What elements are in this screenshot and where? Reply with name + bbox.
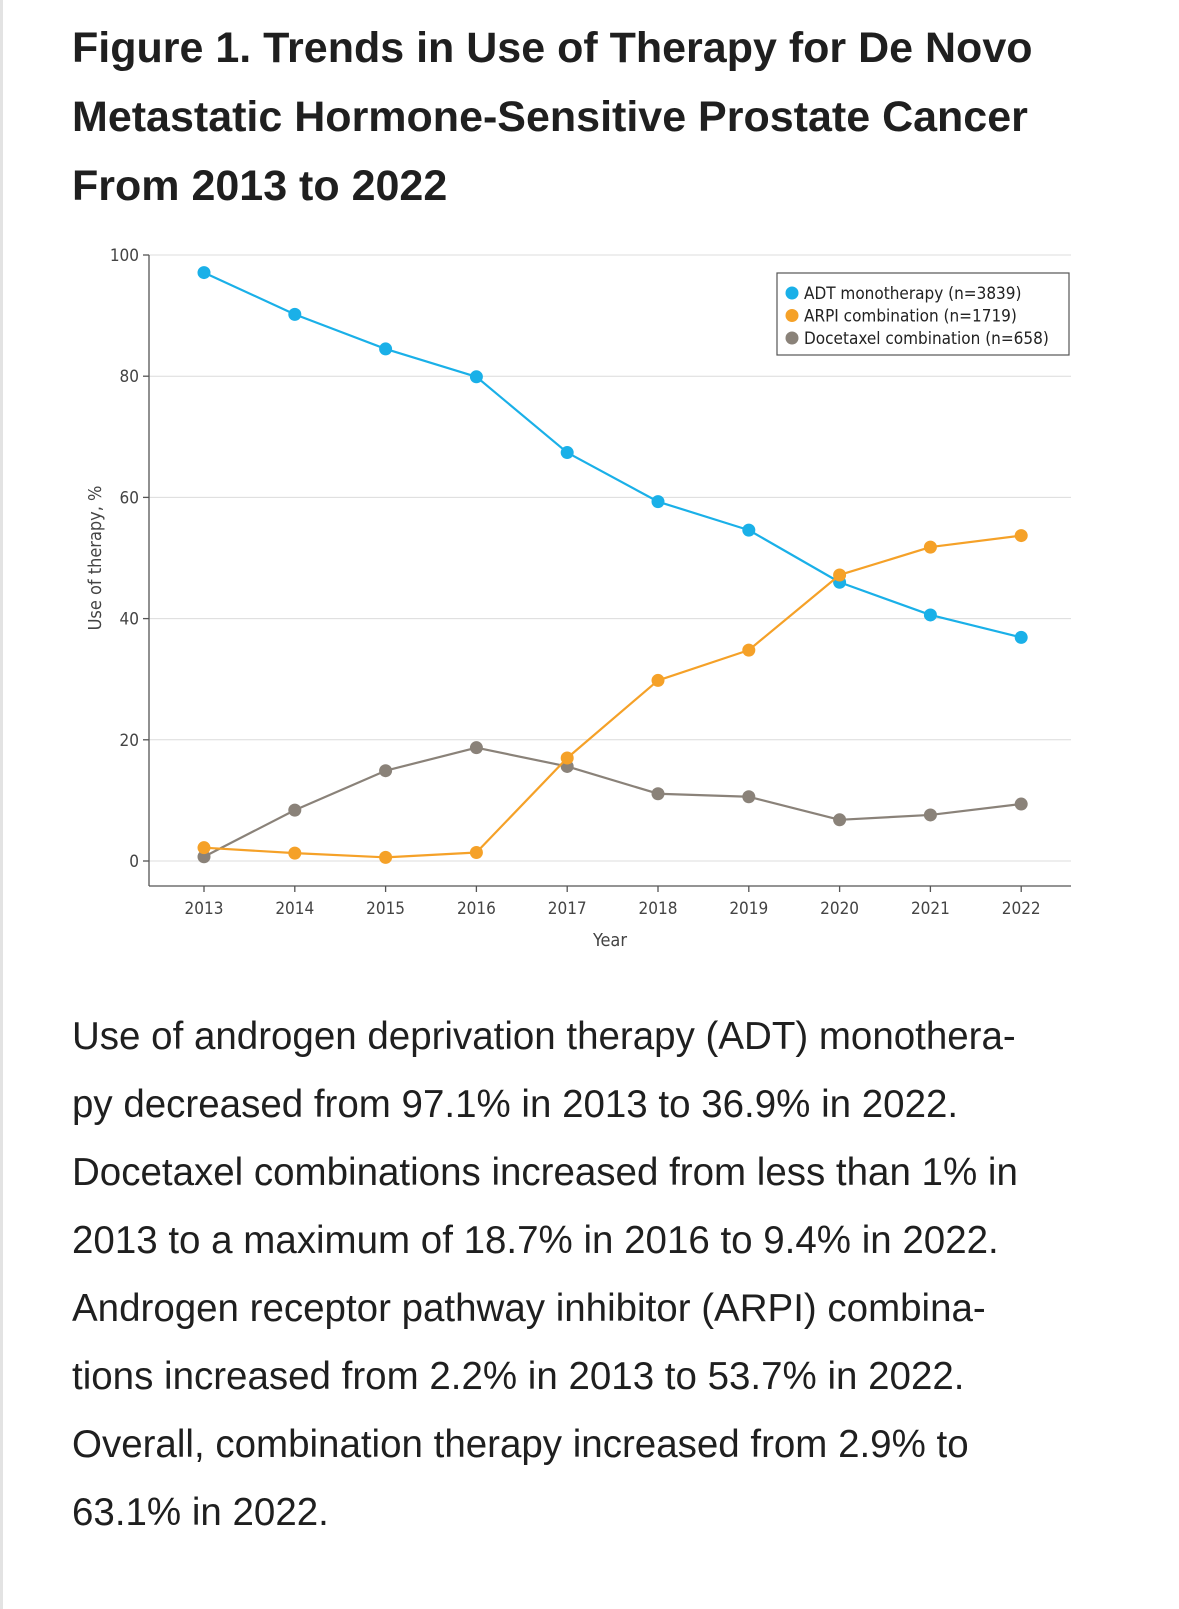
data-point (469, 370, 483, 384)
data-point (560, 751, 574, 765)
x-tick-label: 2020 (820, 899, 859, 919)
series-line (203, 746, 1022, 858)
series-1 (197, 529, 1028, 864)
caption-line: Docetaxel combinations increased from le… (72, 1151, 1018, 1194)
legend-swatch (785, 286, 799, 300)
data-point (923, 808, 937, 822)
data-point (469, 846, 483, 860)
y-tick-label: 40 (120, 610, 139, 630)
data-point (288, 307, 302, 321)
data-point (742, 643, 756, 657)
caption-line: Use of androgen deprivation therapy (ADT… (72, 1015, 1016, 1058)
data-point (379, 850, 393, 864)
caption-line: py decreased from 97.1% in 2013 to 36.9%… (72, 1083, 959, 1126)
data-point (1014, 630, 1028, 644)
data-point (923, 608, 937, 622)
x-tick-label: 2015 (366, 899, 405, 919)
data-point (379, 342, 393, 356)
x-tick-label: 2021 (911, 899, 950, 919)
caption-line: 2013 to a maximum of 18.7% in 2016 to 9.… (72, 1219, 999, 1262)
data-point (651, 787, 665, 801)
x-tick-label: 2019 (729, 899, 768, 919)
caption-line: tions increased from 2.2% in 2013 to 53.… (72, 1355, 965, 1398)
data-point (288, 803, 302, 817)
series-2 (197, 741, 1028, 864)
x-axis-label: Year (592, 930, 627, 951)
y-tick-label: 60 (120, 488, 139, 508)
line-chart: 0 20 40 60 80 100 2013 2014 2015 2016 2017 2018 2019… (85, 246, 1071, 951)
series-line (203, 271, 1022, 639)
axes: 0 20 40 60 80 100 2013 2014 2015 2016 2017 2018 2019… (85, 246, 1071, 951)
data-point (288, 846, 302, 860)
data-point (651, 673, 665, 687)
data-point (833, 568, 847, 582)
caption-line: Overall, combination therapy increased f… (72, 1423, 969, 1466)
therapy-trend-chart: 0 20 40 60 80 100 2013 2014 2015 2016 2017 2018 2019… (3, 230, 1179, 990)
data-point (197, 266, 211, 280)
data-point (923, 540, 937, 554)
data-point (651, 495, 665, 509)
legend-label: ADT monotherapy (n=3839) (804, 284, 1021, 304)
data-point (833, 813, 847, 827)
legend: ADT monotherapy (n=3839) ARPI combination… (776, 272, 1070, 356)
title-line-3: From 2013 to 2022 (72, 162, 448, 210)
data-point (1014, 797, 1028, 811)
gridlines (149, 254, 1071, 862)
data-point (742, 523, 756, 537)
data-point (379, 764, 393, 778)
y-tick-label: 0 (129, 852, 139, 872)
x-tick-label: 2013 (185, 899, 224, 919)
figure-title: Figure 1. Trends in Use of Therapy for D… (72, 14, 1132, 221)
data-point (197, 850, 211, 864)
x-tick-label: 2016 (457, 899, 496, 919)
data-point (469, 741, 483, 755)
x-tick-label: 2022 (1002, 899, 1041, 919)
x-tick-label: 2014 (275, 899, 314, 919)
x-tick-label: 2018 (639, 899, 678, 919)
data-point (742, 790, 756, 804)
data-point (1014, 529, 1028, 543)
figure-caption: Use of androgen deprivation therapy (ADT… (72, 1003, 1132, 1547)
legend-swatch (785, 309, 799, 322)
data-series (197, 266, 1028, 864)
y-tick-label: 20 (120, 731, 139, 751)
title-line-1: Figure 1. Trends in Use of Therapy for D… (72, 24, 1033, 72)
data-point (197, 841, 211, 855)
legend-label: Docetaxel combination (n=658) (804, 329, 1049, 349)
legend-label: ARPI combination (n=1719) (804, 307, 1017, 327)
title-line-2: Metastatic Hormone-Sensitive Prostate Ca… (72, 93, 1028, 141)
x-tick-label: 2017 (548, 899, 587, 919)
y-axis-label: Use of therapy, % (85, 486, 106, 631)
legend-swatch (785, 331, 799, 345)
caption-line: 63.1% in 2022. (72, 1491, 329, 1534)
series-0 (197, 266, 1028, 644)
caption-line: Androgen receptor pathway inhibitor (ARP… (72, 1287, 986, 1330)
legend-box (776, 272, 1070, 356)
y-tick-label: 100 (110, 246, 139, 266)
data-point (560, 446, 574, 460)
y-tick-label: 80 (120, 367, 139, 387)
series-line (203, 534, 1022, 859)
